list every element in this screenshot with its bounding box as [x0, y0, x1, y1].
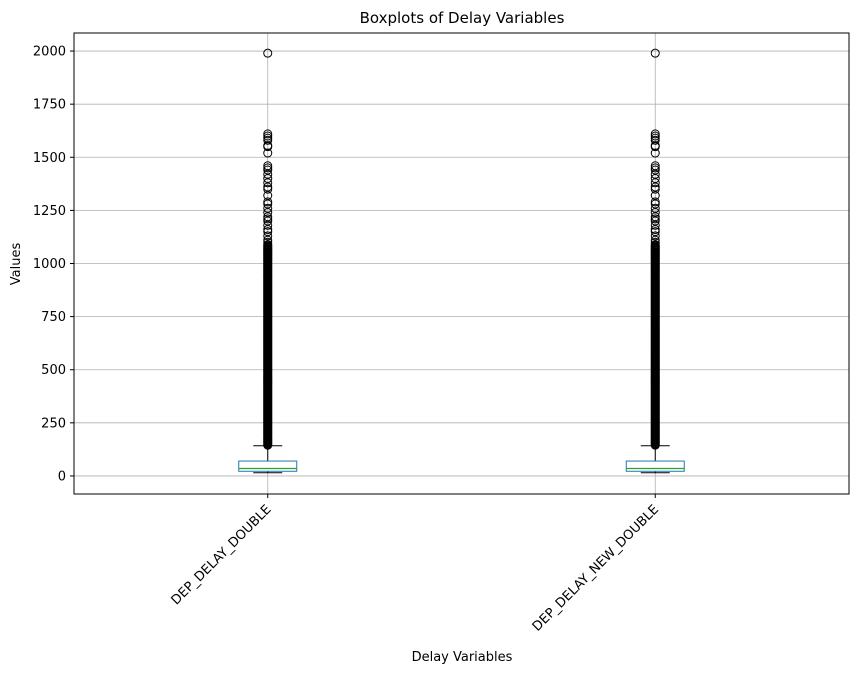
outlier-point [263, 48, 273, 58]
outlier-point [650, 163, 660, 173]
y-tick-label: 250 [41, 416, 66, 431]
outlier-point [263, 237, 273, 247]
box-group [238, 48, 298, 474]
outlier-point [263, 220, 273, 230]
chart-title: Boxplots of Delay Variables [360, 9, 565, 27]
outlier-point [650, 231, 660, 241]
y-tick-label: 1750 [33, 98, 66, 113]
y-tick-label: 1250 [33, 204, 66, 219]
x-tick-label: DEP_DELAY_DOUBLE [169, 502, 275, 608]
y-tick-label: 750 [41, 310, 66, 325]
outlier-point [650, 235, 660, 245]
outlier-point [650, 129, 660, 139]
outlier-point [650, 178, 660, 188]
outlier-point [650, 225, 660, 235]
outlier-point [263, 131, 273, 141]
y-tick-label: 1000 [33, 257, 66, 272]
y-axis-label: Values [9, 243, 24, 286]
outlier-point [263, 231, 273, 241]
outlier-point [650, 184, 660, 194]
outlier-point [650, 142, 660, 152]
outlier-point [650, 220, 660, 230]
outlier-point [650, 240, 660, 250]
y-tick-label: 1500 [33, 151, 66, 166]
outlier-point [650, 237, 660, 247]
outlier-point [263, 225, 273, 235]
iqr-box [625, 460, 685, 472]
outlier-point [650, 48, 660, 58]
outlier-point [263, 178, 273, 188]
outlier-point [263, 197, 273, 207]
x-tick-label: DEP_DELAY_NEW_DOUBLE [530, 502, 662, 634]
outlier-point [263, 163, 273, 173]
y-tick-label: 2000 [33, 45, 66, 60]
outlier-point [263, 148, 273, 158]
y-tick-label: 0 [58, 469, 66, 484]
outlier-point [650, 135, 660, 145]
x-axis-label: Delay Variables [412, 650, 513, 665]
outlier-point [650, 131, 660, 141]
outlier-point [263, 129, 273, 139]
outlier-point [263, 135, 273, 145]
box-layer [238, 48, 685, 474]
outlier-point [650, 197, 660, 207]
outlier-point [650, 214, 660, 224]
outlier-point [263, 235, 273, 245]
box-group [625, 48, 685, 474]
outlier-point [263, 142, 273, 152]
outlier-point [263, 214, 273, 224]
y-tick-label: 500 [41, 363, 66, 378]
outlier-point [263, 184, 273, 194]
tick-layer: 0 250 500 750 1000 1250 1500 1750 2000 DEP_DELAY_… [33, 45, 662, 635]
iqr-box [238, 460, 298, 472]
outlier-point [650, 148, 660, 158]
outlier-point [263, 240, 273, 250]
grid-layer [74, 33, 849, 494]
